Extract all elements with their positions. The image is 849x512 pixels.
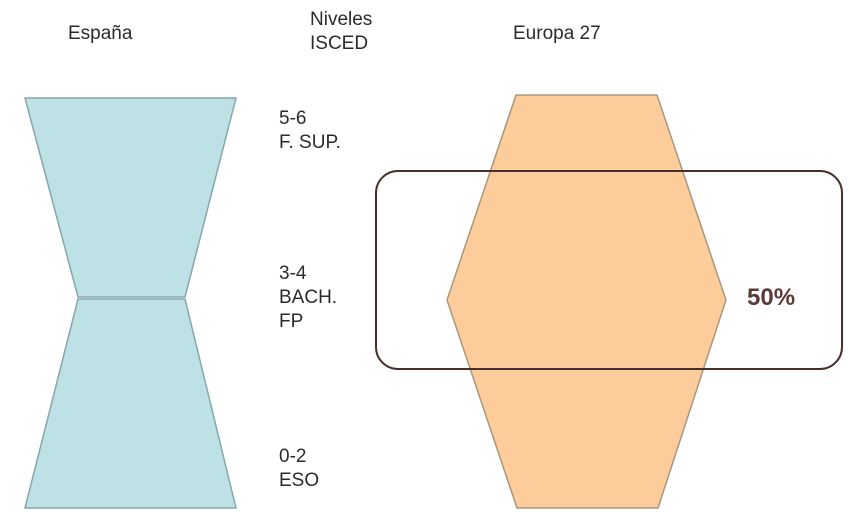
spain-lower-trapezoid: [24, 298, 237, 509]
highlight-percentage: 50%: [747, 284, 796, 311]
level-mid-name-2: FP: [279, 311, 304, 332]
isced-header-line-2: ISCED: [310, 33, 369, 54]
europe-header: Europa 27: [513, 23, 601, 44]
spain-header: España: [68, 23, 133, 44]
spain-upper-trapezoid: [24, 97, 237, 298]
level-label-low: 0-2 ESO: [279, 445, 319, 493]
level-mid-name-1: BACH.: [279, 287, 338, 308]
level-label-high: 5-6 F. SUP.: [279, 107, 341, 155]
level-high-name: F. SUP.: [279, 132, 341, 153]
level-label-mid: 3-4 BACH. FP: [279, 262, 337, 334]
mid-level-highlight-box: [375, 170, 843, 370]
level-mid-code: 3-4: [279, 263, 307, 284]
europe-hexagon: [446, 94, 727, 509]
isced-header-line-1: Niveles: [310, 9, 373, 30]
isced-levels-header: Niveles ISCED: [310, 8, 372, 56]
level-low-code: 0-2: [279, 446, 307, 467]
level-low-name: ESO: [279, 470, 320, 491]
level-high-code: 5-6: [279, 108, 307, 129]
